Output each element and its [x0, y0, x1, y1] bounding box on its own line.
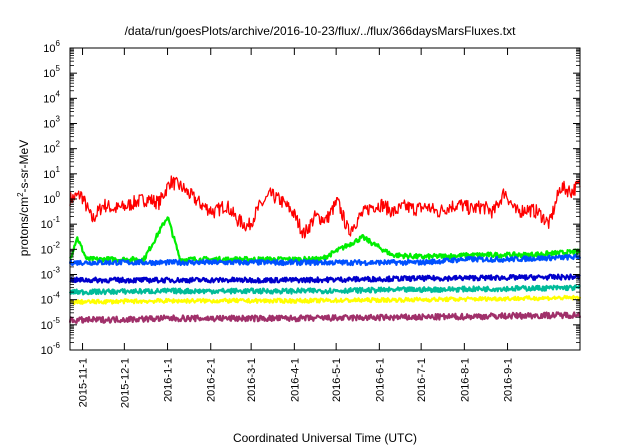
y-tick-label-exp: -5	[53, 316, 61, 325]
series-line-3	[68, 265, 581, 278]
x-tick-label: 2016-2-1	[206, 358, 218, 402]
y-tick-label: 105	[43, 64, 60, 80]
y-tick-label: 102	[43, 140, 60, 156]
series-line-5	[68, 284, 581, 296]
y-tick-label-exp: 1	[56, 165, 61, 174]
x-tick-label: 2016-8-1	[459, 358, 471, 402]
y-tick-label-base: 10	[43, 43, 55, 55]
x-axis-label: Coordinated Universal Time (UTC)	[233, 431, 417, 445]
x-tick-label: 2015-11-1	[78, 358, 90, 407]
y-tick-label-base: 10	[43, 194, 55, 206]
y-tick-label-exp: 6	[56, 39, 61, 48]
y-axis-label-sup: 2	[16, 192, 25, 197]
y-tick-label-base: 10	[43, 169, 55, 181]
y-tick-label-exp: -1	[53, 215, 61, 224]
y-tick-label-exp: 4	[56, 89, 61, 98]
series-line-2	[68, 253, 582, 267]
series-layer	[68, 175, 582, 324]
y-tick-label-base: 10	[41, 345, 53, 357]
y-tick-label-base: 10	[41, 219, 53, 231]
tick-layer: 10-610-510-410-310-210-11001011021031041…	[41, 39, 580, 408]
series-line-1	[69, 216, 581, 263]
y-tick-label: 10-6	[41, 341, 61, 357]
y-tick-label: 10-4	[41, 291, 61, 307]
series-line-6	[69, 294, 582, 305]
y-tick-label: 104	[43, 89, 60, 105]
x-tick-label: 2016-6-1	[374, 358, 386, 402]
y-tick-label-base: 10	[43, 119, 55, 131]
y-tick-label: 103	[43, 115, 60, 131]
x-tick-label: 2016-5-1	[331, 358, 343, 402]
x-tick-label: 2016-3-1	[246, 358, 258, 402]
y-tick-label: 106	[43, 39, 60, 55]
y-axis-label-base: protons/cm	[17, 197, 31, 256]
y-tick-label-exp: -2	[53, 240, 61, 249]
series-line-7	[68, 311, 582, 324]
y-axis-label: protons/cm2-s-sr-MeV	[16, 140, 31, 256]
y-tick-label-base: 10	[43, 93, 55, 105]
y-tick-label-exp: 0	[56, 190, 61, 199]
x-tick-label: 2016-1-1	[163, 358, 175, 402]
y-tick-label-base: 10	[43, 68, 55, 80]
y-tick-label-exp: -6	[53, 341, 61, 350]
y-tick-label-exp: 3	[56, 115, 61, 124]
y-tick-label: 10-1	[41, 215, 61, 231]
y-tick-label-exp: -3	[53, 266, 61, 275]
y-tick-label: 10-3	[41, 266, 61, 282]
x-tick-label: 2015-12-1	[119, 358, 131, 408]
y-tick-label-base: 10	[43, 144, 55, 156]
y-tick-label-base: 10	[41, 295, 53, 307]
y-tick-label: 100	[43, 190, 60, 206]
x-tick-label: 2016-9-1	[503, 358, 515, 402]
series-line-0	[69, 175, 581, 239]
y-tick-label: 10-5	[41, 316, 61, 332]
series-line-4	[69, 273, 581, 284]
y-axis-label-rest: -s-sr-MeV	[17, 140, 31, 193]
svg-text:protons/cm2-s-sr-MeV: protons/cm2-s-sr-MeV	[16, 140, 31, 256]
plot-frame	[69, 47, 581, 351]
y-tick-label: 10-2	[41, 240, 61, 256]
y-tick-label-base: 10	[41, 244, 53, 256]
chart-title: /data/run/goesPlots/archive/2016-10-23/f…	[125, 24, 517, 38]
y-tick-label-exp: -4	[53, 291, 61, 300]
y-tick-label-base: 10	[41, 320, 53, 332]
y-tick-label-exp: 2	[56, 140, 61, 149]
y-tick-label-base: 10	[41, 270, 53, 282]
y-tick-label: 101	[43, 165, 60, 181]
y-tick-label-exp: 5	[56, 64, 61, 73]
x-tick-label: 2016-4-1	[289, 358, 301, 402]
x-tick-label: 2016-7-1	[416, 358, 428, 402]
